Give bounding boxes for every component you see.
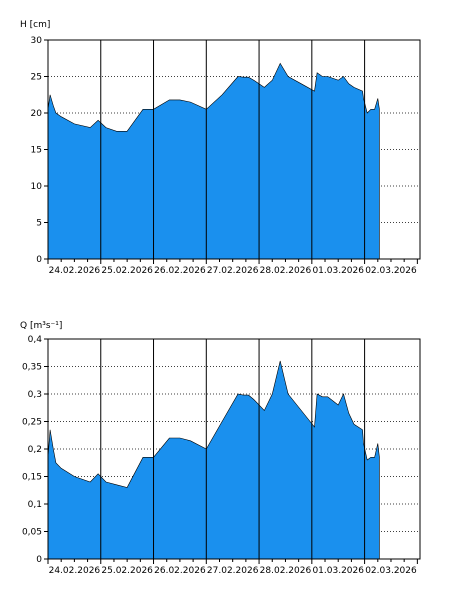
chart-1: H [cm] 0 5 10 15 20 25 30 24.02.2026 25.02.2026 26… [20,20,421,276]
series-area [47,360,380,560]
y-tick-label: 0,4 [28,335,43,345]
x-tick-label: 01.03.2026 [312,266,364,276]
x-tick-label: 28.02.2026 [260,566,312,576]
y-tick-label: 0,35 [22,363,42,373]
x-tick-label: 24.02.2026 [49,566,101,576]
x-tick-label: 24.02.2026 [49,266,101,276]
y-axis-label: H [cm] [20,20,50,30]
series-area [47,62,380,260]
x-tick-label: 26.02.2026 [154,266,206,276]
y-tick-label: 0,3 [28,390,42,400]
y-tick-label: 0 [36,255,42,265]
y-tick-label: 15 [31,146,42,156]
y-tick-label: 10 [31,182,43,192]
y-tick-label: 0 [36,555,42,565]
y-tick-label: 0,25 [22,418,42,428]
y-axis-label: Q [m³s⁻¹] [20,321,62,331]
y-tick-label: 20 [31,109,43,119]
x-tick-label: 25.02.2026 [101,266,153,276]
y-tick-label: 0,15 [22,473,42,483]
x-tick-label: 26.02.2026 [154,566,206,576]
y-tick-label: 0,1 [28,500,42,510]
y-tick-label: 25 [31,73,42,83]
x-tick-label: 25.02.2026 [101,566,153,576]
y-tick-label: 5 [36,219,42,229]
y-tick-label: 30 [31,36,43,46]
x-tick-label: 02.03.2026 [365,266,417,276]
x-tick-label: 28.02.2026 [260,266,312,276]
x-tick-label: 02.03.2026 [365,566,417,576]
chart-2: Q [m³s⁻¹] 0 0,05 0,1 0,15 0,2 0,25 0,3 0,35 0,4 24… [20,321,421,576]
x-tick-label: 01.03.2026 [312,566,364,576]
x-tick-label: 27.02.2026 [207,266,259,276]
y-tick-label: 0,2 [28,445,42,455]
x-tick-label: 27.02.2026 [207,566,259,576]
y-tick-label: 0,05 [22,528,42,538]
